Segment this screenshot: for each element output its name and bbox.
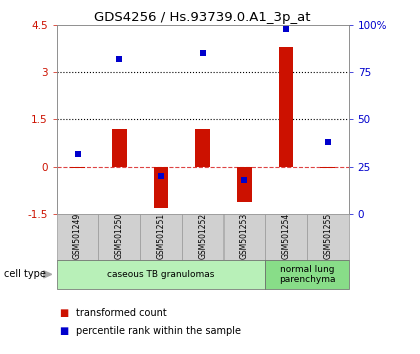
Text: GSM501251: GSM501251 [156, 213, 165, 259]
Text: GSM501250: GSM501250 [115, 213, 124, 259]
Bar [154, 167, 168, 208]
Text: GSM501254: GSM501254 [281, 213, 291, 259]
Text: cell type: cell type [4, 269, 46, 279]
Text: GSM501252: GSM501252 [198, 213, 207, 259]
Text: ■: ■ [59, 326, 68, 336]
Text: caseous TB granulomas: caseous TB granulomas [107, 270, 215, 279]
Text: GSM501255: GSM501255 [323, 213, 332, 259]
Bar [320, 167, 335, 169]
Bar [265, 214, 307, 260]
Bar [237, 167, 252, 201]
Bar [307, 214, 349, 260]
Text: ■: ■ [59, 308, 68, 318]
Bar [112, 129, 126, 167]
Bar [57, 214, 98, 260]
Text: transformed count: transformed count [76, 308, 166, 318]
Bar [57, 260, 265, 289]
Text: GSM501249: GSM501249 [73, 213, 82, 259]
Bar [140, 214, 182, 260]
Bar [70, 167, 85, 169]
Bar [265, 260, 349, 289]
Bar [195, 129, 210, 167]
Text: percentile rank within the sample: percentile rank within the sample [76, 326, 241, 336]
Title: GDS4256 / Hs.93739.0.A1_3p_at: GDS4256 / Hs.93739.0.A1_3p_at [94, 11, 311, 24]
Text: normal lung
parenchyma: normal lung parenchyma [278, 265, 335, 284]
Bar [182, 214, 223, 260]
Bar [223, 214, 265, 260]
Text: GSM501253: GSM501253 [240, 213, 249, 259]
Bar [98, 214, 140, 260]
Bar [279, 47, 293, 167]
